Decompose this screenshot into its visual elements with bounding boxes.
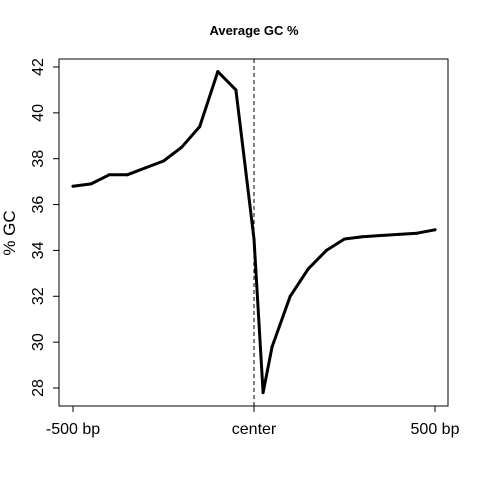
x-axis: -500 bp center 500 bp <box>46 405 460 438</box>
data-point <box>234 88 238 92</box>
data-point <box>216 70 220 74</box>
data-point <box>397 232 401 236</box>
y-tick-label: 36 <box>30 196 47 214</box>
x-tick-label: center <box>232 421 277 438</box>
data-point <box>261 391 265 395</box>
data-point <box>361 235 365 239</box>
chart-title: Average GC % <box>209 23 299 38</box>
data-point <box>125 173 129 177</box>
y-axis-label: % GC <box>0 210 19 255</box>
y-tick-label: 40 <box>30 104 47 122</box>
series-points <box>71 70 437 395</box>
data-point <box>198 125 202 129</box>
data-point <box>433 228 437 232</box>
data-point <box>143 166 147 170</box>
data-point <box>89 182 93 186</box>
data-point <box>180 145 184 149</box>
y-tick-label: 30 <box>30 333 47 351</box>
data-point <box>306 267 310 271</box>
data-point <box>71 184 75 188</box>
data-point <box>288 294 292 298</box>
data-point <box>162 159 165 163</box>
data-point <box>107 173 111 177</box>
y-tick-label: 42 <box>30 58 47 76</box>
gc-series-line <box>71 70 437 395</box>
y-tick-label: 34 <box>30 241 47 259</box>
x-tick-label: 500 bp <box>411 421 460 438</box>
y-tick-label: 32 <box>30 287 47 305</box>
y-axis: 28 30 32 34 36 38 40 42 <box>30 58 60 397</box>
x-tick-label: -500 bp <box>46 421 100 438</box>
y-tick-label: 38 <box>30 150 47 168</box>
data-point <box>343 237 346 241</box>
data-point <box>379 234 383 238</box>
y-tick-label: 28 <box>30 379 47 397</box>
data-point <box>415 231 419 235</box>
data-point <box>270 345 274 349</box>
data-point <box>324 248 328 252</box>
data-point <box>252 237 256 241</box>
